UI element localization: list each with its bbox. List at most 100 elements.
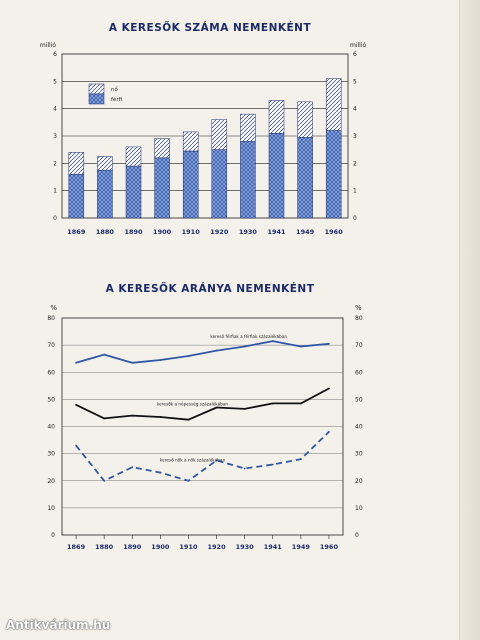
bar-no: [68, 152, 85, 175]
data-point: [75, 444, 77, 447]
chart-persons-count-by-sex: 0 0 1 1 2 2 3 3 4 4 5 5 6 6 millió millió 1869 1880 1890 19…: [40, 42, 367, 236]
page-edge: [459, 0, 480, 640]
y-tick-label-right: 10: [355, 505, 363, 512]
x-tick-label: 1910: [179, 543, 198, 551]
bar-ferfi: [240, 141, 256, 219]
x-tick-label: 1900: [151, 543, 170, 551]
y-tick-label-left: 5: [53, 78, 57, 85]
y-tick-label-left: 40: [47, 424, 55, 431]
y-axis-label-left: millió: [40, 42, 57, 49]
y-tick-label-left: 30: [47, 451, 55, 458]
series-line: [75, 431, 330, 482]
legend-swatch-ferfi: [88, 93, 105, 105]
data-point: [271, 340, 274, 342]
y-tick-label-left: 50: [47, 396, 55, 403]
bar-no: [240, 113, 256, 142]
data-point: [159, 416, 162, 418]
series-label: kereső nők a nők százalékában: [160, 458, 226, 463]
x-tick-label: 1960: [320, 543, 339, 551]
y-axis-label-right: %: [355, 304, 362, 312]
y-tick-label-right: 40: [355, 424, 363, 431]
y-tick-label-left: 0: [51, 532, 55, 539]
y-tick-label-right: 0: [353, 215, 357, 222]
y-tick-label-right: 2: [353, 160, 357, 167]
y-tick-label-right: 50: [355, 396, 363, 403]
x-tick-label: 1960: [325, 228, 344, 236]
legend-label-ferfi: férfi: [111, 96, 122, 103]
chart1-title: A KERESŐK SZÁMA NEMENKÉNT: [108, 22, 312, 34]
y-tick-label-left: 70: [47, 342, 55, 349]
bar-ferfi: [211, 149, 228, 219]
data-point: [299, 345, 302, 348]
series-label: keresők a népesség százalékában: [157, 402, 228, 407]
bar-ferfi: [297, 137, 313, 219]
series-line: [75, 387, 330, 421]
bar-no: [268, 100, 285, 134]
bar-ferfi: [97, 169, 113, 219]
y-tick-label-right: 70: [355, 342, 363, 349]
series-label: kereső férfiak a férfiak százalékában: [210, 334, 287, 339]
y-tick-label-left: 60: [47, 369, 55, 376]
data-point: [187, 355, 190, 357]
legend-label-no: nő: [111, 87, 118, 93]
data-point: [187, 479, 190, 482]
data-point: [328, 342, 330, 345]
data-point: [215, 406, 218, 409]
data-point: [271, 463, 274, 466]
y-tick-label-left: 3: [53, 133, 57, 140]
y-tick-label-right: 30: [355, 451, 363, 458]
bar-ferfi: [268, 133, 285, 219]
bar-no: [154, 138, 170, 159]
data-point: [243, 407, 246, 410]
y-tick-label-left: 6: [53, 51, 57, 58]
x-tick-label: 1941: [267, 228, 286, 236]
data-point: [159, 471, 162, 474]
data-point: [103, 479, 106, 482]
data-point: [243, 345, 246, 348]
data-point: [159, 359, 162, 361]
y-tick-label-right: 5: [353, 78, 357, 85]
bar-ferfi: [154, 157, 170, 219]
y-tick-label-right: 3: [353, 133, 357, 140]
data-point: [75, 361, 77, 364]
bar-no: [297, 101, 313, 138]
legend-swatch-no: [88, 83, 105, 95]
x-tick-label: 1949: [292, 543, 311, 551]
y-tick-label-left: 2: [53, 160, 57, 167]
x-tick-label: 1869: [67, 228, 86, 236]
bar-no: [182, 131, 199, 152]
x-tick-label: 1941: [264, 543, 283, 551]
y-tick-label-left: 20: [47, 478, 55, 485]
bar-no: [97, 156, 113, 171]
y-tick-label-right: 6: [353, 51, 357, 58]
bar-no: [325, 78, 342, 131]
x-tick-label: 1890: [124, 228, 143, 236]
y-tick-label-left: 0: [53, 215, 57, 222]
x-tick-label: 1869: [67, 543, 86, 551]
x-tick-label: 1900: [153, 228, 172, 236]
data-point: [75, 403, 77, 406]
bar-ferfi: [125, 165, 142, 219]
data-point: [215, 459, 218, 462]
data-point: [328, 387, 330, 390]
series-line: [75, 340, 329, 364]
data-point: [299, 458, 302, 460]
data-point: [103, 417, 106, 420]
data-point: [299, 402, 302, 405]
bar-ferfi: [182, 150, 199, 219]
data-point: [187, 418, 190, 421]
data-point: [131, 466, 134, 469]
y-axis-label-right: millió: [350, 42, 367, 49]
chart2-title: A KERESŐK ARÁNYA NEMENKÉNT: [105, 283, 315, 295]
x-tick-label: 1920: [210, 228, 229, 236]
x-tick-label: 1920: [208, 543, 227, 551]
y-tick-label-right: 0: [355, 532, 359, 539]
x-tick-label: 1930: [239, 228, 258, 236]
y-tick-label-right: 60: [355, 369, 363, 376]
x-tick-label: 1880: [96, 228, 115, 236]
chart-persons-ratio-by-sex: 0 0 10 10 20 20 30 30 40 40 50 50 60 60 70 70 80 80% % 1869…: [47, 304, 363, 551]
data-point: [103, 353, 106, 356]
data-point: [243, 467, 246, 470]
y-tick-label-left: 4: [53, 106, 57, 113]
y-tick-label-left: 10: [47, 505, 55, 512]
